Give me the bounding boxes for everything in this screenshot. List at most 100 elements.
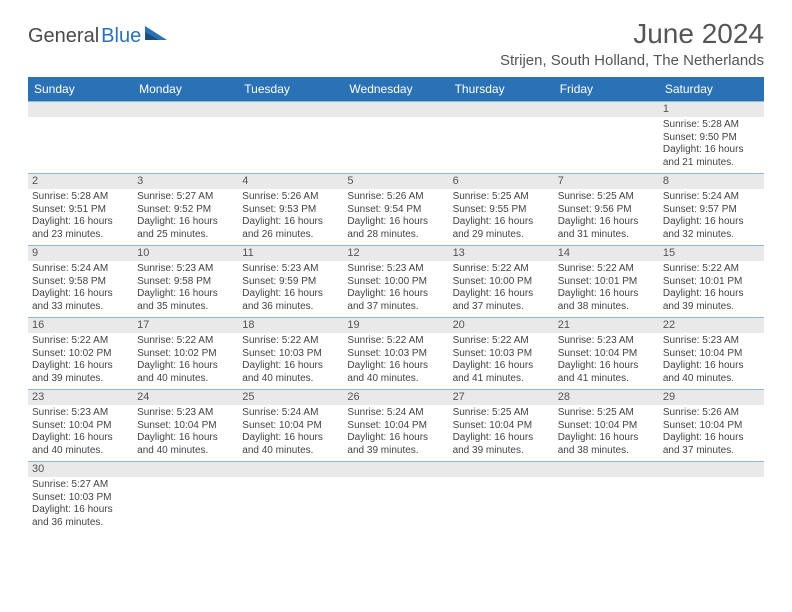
day-number: 1 [659,102,764,117]
day-sunset: Sunset: 10:04 PM [347,420,444,433]
calendar-cell: 28Sunrise: 5:25 AMSunset: 10:04 PMDaylig… [554,390,659,462]
calendar-cell [343,102,448,174]
day-number: 26 [343,390,448,405]
day-daylight1: Daylight: 16 hours [137,216,234,229]
day-sunset: Sunset: 9:52 PM [137,204,234,217]
calendar-cell: 27Sunrise: 5:25 AMSunset: 10:04 PMDaylig… [449,390,554,462]
calendar-row: 30Sunrise: 5:27 AMSunset: 10:03 PMDaylig… [28,462,764,534]
day-sunrise: Sunrise: 5:23 AM [32,407,129,420]
day-number: 8 [659,174,764,189]
day-daylight1: Daylight: 16 hours [347,360,444,373]
calendar-cell: 24Sunrise: 5:23 AMSunset: 10:04 PMDaylig… [133,390,238,462]
day-details: Sunrise: 5:23 AMSunset: 10:00 PMDaylight… [343,261,448,316]
day-daylight1: Daylight: 16 hours [242,360,339,373]
calendar-cell [238,462,343,534]
day-daylight1: Daylight: 16 hours [663,360,760,373]
day-daylight1: Daylight: 16 hours [663,432,760,445]
day-sunrise: Sunrise: 5:24 AM [242,407,339,420]
day-details: Sunrise: 5:22 AMSunset: 10:03 PMDaylight… [449,333,554,388]
day-details: Sunrise: 5:22 AMSunset: 10:01 PMDaylight… [554,261,659,316]
day-number: 30 [28,462,133,477]
empty-day-number [343,102,448,117]
day-sunrise: Sunrise: 5:27 AM [137,191,234,204]
brand-name-part2: Blue [101,25,141,48]
day-daylight1: Daylight: 16 hours [32,432,129,445]
day-sunset: Sunset: 10:01 PM [663,276,760,289]
day-daylight2: and 40 minutes. [663,373,760,386]
day-sunrise: Sunrise: 5:24 AM [347,407,444,420]
empty-day-number [238,462,343,477]
day-header: Friday [554,77,659,102]
day-daylight1: Daylight: 16 hours [32,288,129,301]
brand-name-part1: General [28,25,99,48]
day-number: 7 [554,174,659,189]
day-number: 25 [238,390,343,405]
day-sunset: Sunset: 9:58 PM [32,276,129,289]
calendar-row: 23Sunrise: 5:23 AMSunset: 10:04 PMDaylig… [28,390,764,462]
day-daylight2: and 23 minutes. [32,229,129,242]
month-title: June 2024 [500,18,764,50]
calendar-row: 16Sunrise: 5:22 AMSunset: 10:02 PMDaylig… [28,318,764,390]
day-daylight1: Daylight: 16 hours [347,432,444,445]
day-details: Sunrise: 5:27 AMSunset: 9:52 PMDaylight:… [133,189,238,244]
day-number: 18 [238,318,343,333]
day-sunrise: Sunrise: 5:25 AM [558,191,655,204]
day-sunrise: Sunrise: 5:23 AM [558,335,655,348]
day-number: 12 [343,246,448,261]
day-header: Sunday [28,77,133,102]
day-daylight1: Daylight: 16 hours [453,360,550,373]
day-daylight1: Daylight: 16 hours [137,432,234,445]
day-daylight2: and 37 minutes. [347,301,444,314]
day-daylight2: and 26 minutes. [242,229,339,242]
day-sunset: Sunset: 10:02 PM [32,348,129,361]
day-sunrise: Sunrise: 5:22 AM [242,335,339,348]
day-sunset: Sunset: 10:04 PM [663,420,760,433]
day-sunset: Sunset: 10:04 PM [453,420,550,433]
calendar-cell: 15Sunrise: 5:22 AMSunset: 10:01 PMDaylig… [659,246,764,318]
calendar-cell: 4Sunrise: 5:26 AMSunset: 9:53 PMDaylight… [238,174,343,246]
calendar-cell: 16Sunrise: 5:22 AMSunset: 10:02 PMDaylig… [28,318,133,390]
day-daylight2: and 39 minutes. [32,373,129,386]
day-daylight1: Daylight: 16 hours [242,216,339,229]
calendar-cell [449,102,554,174]
day-number: 9 [28,246,133,261]
flag-icon [145,24,169,48]
day-details: Sunrise: 5:23 AMSunset: 10:04 PMDaylight… [659,333,764,388]
empty-day-number [659,462,764,477]
calendar-cell: 7Sunrise: 5:25 AMSunset: 9:56 PMDaylight… [554,174,659,246]
calendar-row: 9Sunrise: 5:24 AMSunset: 9:58 PMDaylight… [28,246,764,318]
day-number: 28 [554,390,659,405]
empty-day-number [343,462,448,477]
day-sunrise: Sunrise: 5:25 AM [453,191,550,204]
day-daylight2: and 39 minutes. [453,445,550,458]
day-number: 14 [554,246,659,261]
day-daylight2: and 35 minutes. [137,301,234,314]
day-number: 19 [343,318,448,333]
day-daylight2: and 39 minutes. [347,445,444,458]
day-daylight1: Daylight: 16 hours [558,360,655,373]
day-sunset: Sunset: 9:50 PM [663,132,760,145]
calendar-cell [343,462,448,534]
day-number: 2 [28,174,133,189]
day-sunset: Sunset: 9:53 PM [242,204,339,217]
day-daylight2: and 38 minutes. [558,445,655,458]
day-daylight2: and 40 minutes. [137,445,234,458]
day-daylight2: and 41 minutes. [453,373,550,386]
calendar-cell [554,102,659,174]
day-sunrise: Sunrise: 5:22 AM [347,335,444,348]
day-sunrise: Sunrise: 5:23 AM [137,407,234,420]
day-details: Sunrise: 5:26 AMSunset: 9:53 PMDaylight:… [238,189,343,244]
day-sunrise: Sunrise: 5:22 AM [137,335,234,348]
day-details: Sunrise: 5:27 AMSunset: 10:03 PMDaylight… [28,477,133,532]
day-daylight2: and 37 minutes. [453,301,550,314]
day-sunset: Sunset: 10:04 PM [558,420,655,433]
day-sunrise: Sunrise: 5:26 AM [663,407,760,420]
day-number: 3 [133,174,238,189]
location-subtitle: Strijen, South Holland, The Netherlands [500,52,764,69]
day-daylight1: Daylight: 16 hours [558,432,655,445]
day-sunset: Sunset: 10:01 PM [558,276,655,289]
empty-day-number [133,462,238,477]
day-sunrise: Sunrise: 5:22 AM [558,263,655,276]
day-daylight2: and 25 minutes. [137,229,234,242]
day-daylight1: Daylight: 16 hours [347,216,444,229]
